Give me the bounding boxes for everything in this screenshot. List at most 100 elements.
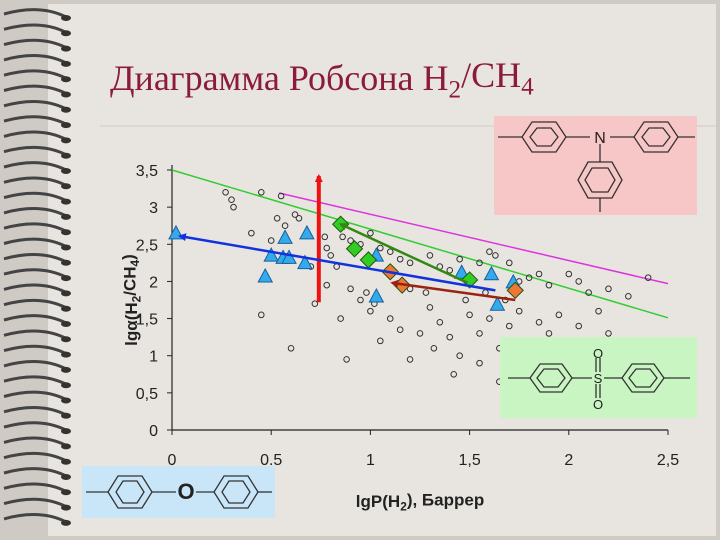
data-point [299,224,315,240]
spiral-ring [3,237,67,248]
data-point [483,265,500,281]
data-point [476,330,483,337]
y-tick-label: 0 [149,423,158,440]
data-point [368,287,385,303]
data-point [337,315,344,322]
spiral-hole [61,489,71,496]
spiral-hole [61,321,71,327]
data-point [287,344,295,352]
arrow [390,279,516,302]
spiral-hole [61,183,71,190]
text-part: 2 [400,500,407,514]
data-point [450,370,458,378]
atom-label: O [593,397,603,412]
text-part: /CH [120,266,139,295]
spiral-ring [3,23,67,34]
data-point [422,289,430,296]
x-tick-label: 2,5 [657,452,679,469]
data-point [327,252,335,259]
data-point [267,237,275,244]
data-point [476,359,483,367]
spiral-ring [3,54,67,65]
arrow [338,223,469,285]
text-part: ) [119,254,138,260]
spiral-ring [3,298,67,310]
data-point [453,264,470,279]
spiral-hole [61,290,71,297]
y-tick-label: 3 [149,200,158,217]
data-point [277,229,293,244]
spiral-hole [61,229,71,236]
data-point [386,248,394,256]
spiral-hole [61,504,71,511]
data-point [396,255,404,263]
data-point [545,330,553,337]
spiral-ring [3,161,67,172]
spiral-ring [3,115,67,126]
spiral-hole [61,15,71,21]
y-tick-label: 1 [149,349,158,366]
spiral-hole [61,428,71,435]
spiral-hole [61,91,71,98]
text-part: lgα(H [122,302,141,346]
slide-title: Диаграмма Робсона H2/CH4 [110,55,534,104]
spiral-hole [61,60,71,67]
text-part: Диаграмма Робсона H [110,58,449,98]
spiral-ring [3,329,67,340]
spiral-ring [3,482,67,493]
bound-line [278,192,669,285]
data-point [377,337,384,345]
data-point [575,278,583,285]
data-point [446,333,454,341]
spiral-ring [3,314,67,325]
spiral-ring [3,375,67,386]
data-point [345,240,364,258]
spiral-ring [3,421,67,432]
spiral-hole [61,412,71,419]
data-point [257,188,265,196]
data-point [555,311,563,319]
spiral-ring [3,268,67,279]
data-point [295,214,303,222]
spiral-hole [61,76,71,83]
data-point [430,344,438,352]
data-point [486,315,493,322]
spiral-hole [61,198,71,205]
text-part: /CH [461,55,521,95]
data-point [263,247,280,262]
data-point [426,252,434,259]
atom-label: O [593,346,603,361]
y-axis-label: lgα(H2/CH4) [119,254,144,346]
data-point [486,248,493,256]
spiral-ring [3,513,67,524]
y-tick-label: 0,5 [136,386,158,403]
spiral-ring [3,145,67,157]
data-point [273,214,281,222]
data-point [545,281,553,289]
spiral-ring [3,222,67,233]
x-tick-label: 1 [366,452,375,469]
spiral-ring [3,130,67,141]
data-point [222,188,229,196]
spiral-ring [3,390,67,401]
data-point [462,296,469,304]
spiral-ring [3,467,67,478]
data-point [343,356,350,363]
atom-label: O [177,479,194,504]
spiral-ring [3,8,67,19]
data-point [257,311,265,319]
data-point [489,296,506,311]
y-tick-label: 3,5 [136,163,158,180]
data-point [525,274,533,282]
data-point [492,252,499,259]
data-point [363,289,370,296]
data-point [595,307,602,315]
data-point [505,322,513,330]
spiral-ring [3,436,67,447]
data-point [476,259,483,267]
spiral-hole [61,259,71,266]
spiral-hole [61,443,71,450]
data-point [406,259,414,267]
y-tick-label: 2,5 [136,237,158,254]
